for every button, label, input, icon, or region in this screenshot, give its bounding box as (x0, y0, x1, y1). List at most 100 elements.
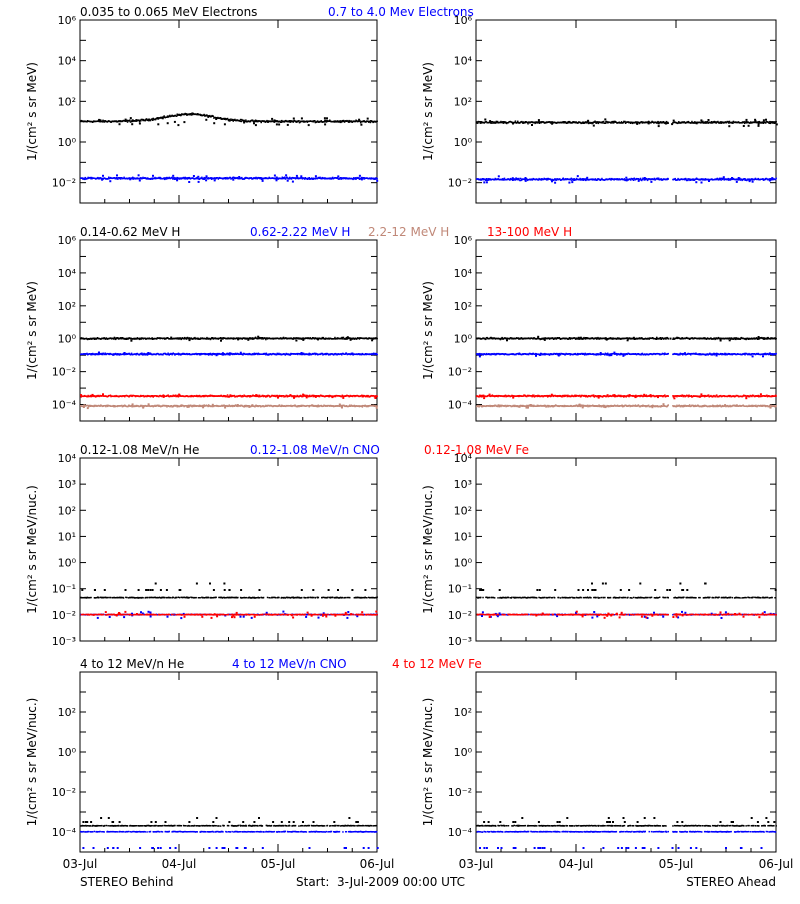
data-point (490, 123, 492, 125)
series-blue (80, 352, 378, 357)
y-axis-label: 1/(cm² s sr MeV) (25, 281, 39, 380)
data-point (775, 178, 777, 180)
data-point (83, 406, 85, 408)
plot-frame (476, 20, 776, 203)
data-point (274, 119, 276, 121)
data-point (183, 121, 185, 123)
data-point (376, 338, 378, 340)
data-point (214, 179, 216, 181)
data-point (292, 181, 294, 183)
data-point (229, 394, 231, 396)
data-point (301, 353, 303, 355)
data-point (331, 396, 333, 398)
data-point (229, 352, 231, 354)
data-point (746, 119, 748, 121)
data-point (293, 118, 295, 120)
data-point (650, 181, 652, 183)
data-point (342, 397, 344, 399)
data-point (209, 395, 211, 397)
data-point (130, 117, 132, 119)
plot-frame (80, 20, 377, 203)
data-point (205, 179, 207, 181)
data-point (198, 181, 200, 183)
data-point (147, 352, 149, 354)
y-tick-label: 10² (58, 95, 76, 108)
data-point (348, 121, 350, 123)
data-point (524, 178, 526, 180)
data-point (535, 122, 537, 124)
data-point (178, 338, 180, 340)
data-point (668, 178, 670, 180)
footer-left-label: STEREO Behind (80, 875, 174, 889)
y-tick-label: 10² (58, 300, 76, 313)
data-point (358, 177, 360, 179)
data-point (117, 178, 119, 180)
data-point (728, 125, 730, 127)
data-point (277, 397, 279, 399)
data-point (261, 178, 263, 180)
legend-0-0: 0.035 to 0.065 MeV Electrons (80, 5, 257, 19)
data-point (178, 394, 180, 396)
data-point (695, 181, 697, 183)
data-point (188, 406, 190, 408)
data-point (143, 354, 145, 356)
data-point (215, 118, 217, 120)
data-point (293, 397, 295, 399)
y-tick-label: 10⁻⁴ (52, 399, 77, 412)
data-point (206, 175, 208, 177)
data-point (317, 338, 319, 340)
data-point (573, 179, 575, 181)
plot-frame (80, 240, 377, 421)
data-point (199, 353, 201, 355)
data-point (771, 178, 773, 180)
data-point (90, 177, 92, 179)
data-point (731, 177, 733, 179)
data-point (341, 405, 343, 407)
data-point (708, 119, 710, 121)
data-point (376, 121, 378, 123)
data-point (339, 404, 341, 406)
data-point (625, 177, 627, 179)
data-point (748, 125, 750, 127)
data-point (701, 182, 703, 184)
data-point (92, 394, 94, 396)
data-point (527, 123, 529, 125)
data-point (758, 123, 760, 125)
data-point (274, 175, 276, 177)
data-point (347, 336, 349, 338)
data-point (376, 407, 378, 409)
data-point (315, 396, 317, 398)
data-point (498, 175, 500, 177)
y-tick-label: 10⁰ (454, 333, 473, 346)
data-point (376, 354, 378, 356)
data-point (257, 336, 259, 338)
y-tick-label: 10⁶ (58, 14, 77, 27)
data-point (120, 337, 122, 339)
data-point (148, 403, 150, 405)
data-point (132, 403, 134, 405)
data-point (668, 122, 670, 124)
data-point (495, 178, 497, 180)
data-point (276, 123, 278, 125)
data-point (129, 119, 131, 121)
data-point (160, 178, 162, 180)
data-point (213, 353, 215, 355)
data-point (351, 338, 353, 340)
data-point (180, 405, 182, 407)
data-point (657, 178, 659, 180)
data-point (152, 175, 154, 177)
data-point (102, 175, 104, 177)
data-point (763, 119, 765, 121)
data-point (289, 394, 291, 396)
data-point (531, 124, 533, 126)
data-point (188, 177, 190, 179)
data-point (361, 178, 363, 180)
data-point (232, 179, 234, 181)
data-point (337, 175, 339, 177)
y-tick-label: 10² (454, 300, 472, 313)
y-tick-label: 10⁶ (454, 14, 473, 27)
y-tick-label: 10⁻² (52, 177, 76, 190)
data-point (752, 181, 754, 183)
data-point (193, 175, 195, 177)
